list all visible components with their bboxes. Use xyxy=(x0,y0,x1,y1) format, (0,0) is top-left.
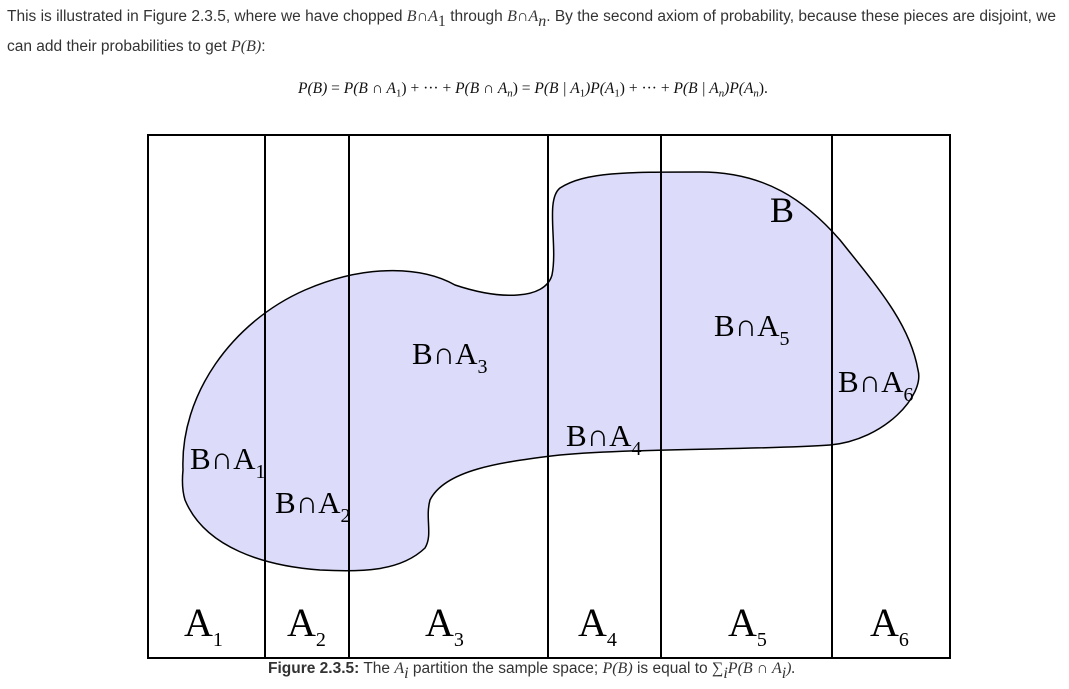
figure-caption: Figure 2.3.5: The Ai partition the sampl… xyxy=(268,660,796,682)
region-label-2: B∩A2 xyxy=(275,485,350,527)
region-label-6: B∩A6 xyxy=(838,364,913,406)
math-b: B xyxy=(406,8,417,25)
partition-label-5: A5 xyxy=(728,600,767,651)
partition-label-4: A4 xyxy=(578,600,617,651)
total-probability-equation: P(B) = P(B ∩ A1) + ··· + P(B ∩ An) = P(B… xyxy=(298,80,768,100)
caption-label: Figure 2.3.5: xyxy=(268,660,360,677)
partition-label-1: A1 xyxy=(184,600,223,651)
set-b-blob xyxy=(181,171,920,572)
partition-label-6: A6 xyxy=(870,600,909,651)
partition-figure: B B∩A1 B∩A2 B∩A3 B∩A4 B∩A5 B∩A6 A1 A2 A3… xyxy=(147,134,951,659)
region-label-1: B∩A1 xyxy=(190,441,265,483)
math-pb: P(B) xyxy=(231,38,262,55)
partition-label-3: A3 xyxy=(425,600,464,651)
region-label-3: B∩A3 xyxy=(412,336,487,378)
region-label-5: B∩A5 xyxy=(714,308,789,350)
intro-paragraph: This is illustrated in Figure 2.3.5, whe… xyxy=(7,8,1056,55)
set-b-label: B xyxy=(770,190,794,230)
region-label-4: B∩A4 xyxy=(566,418,641,460)
partition-label-2: A2 xyxy=(287,600,326,651)
